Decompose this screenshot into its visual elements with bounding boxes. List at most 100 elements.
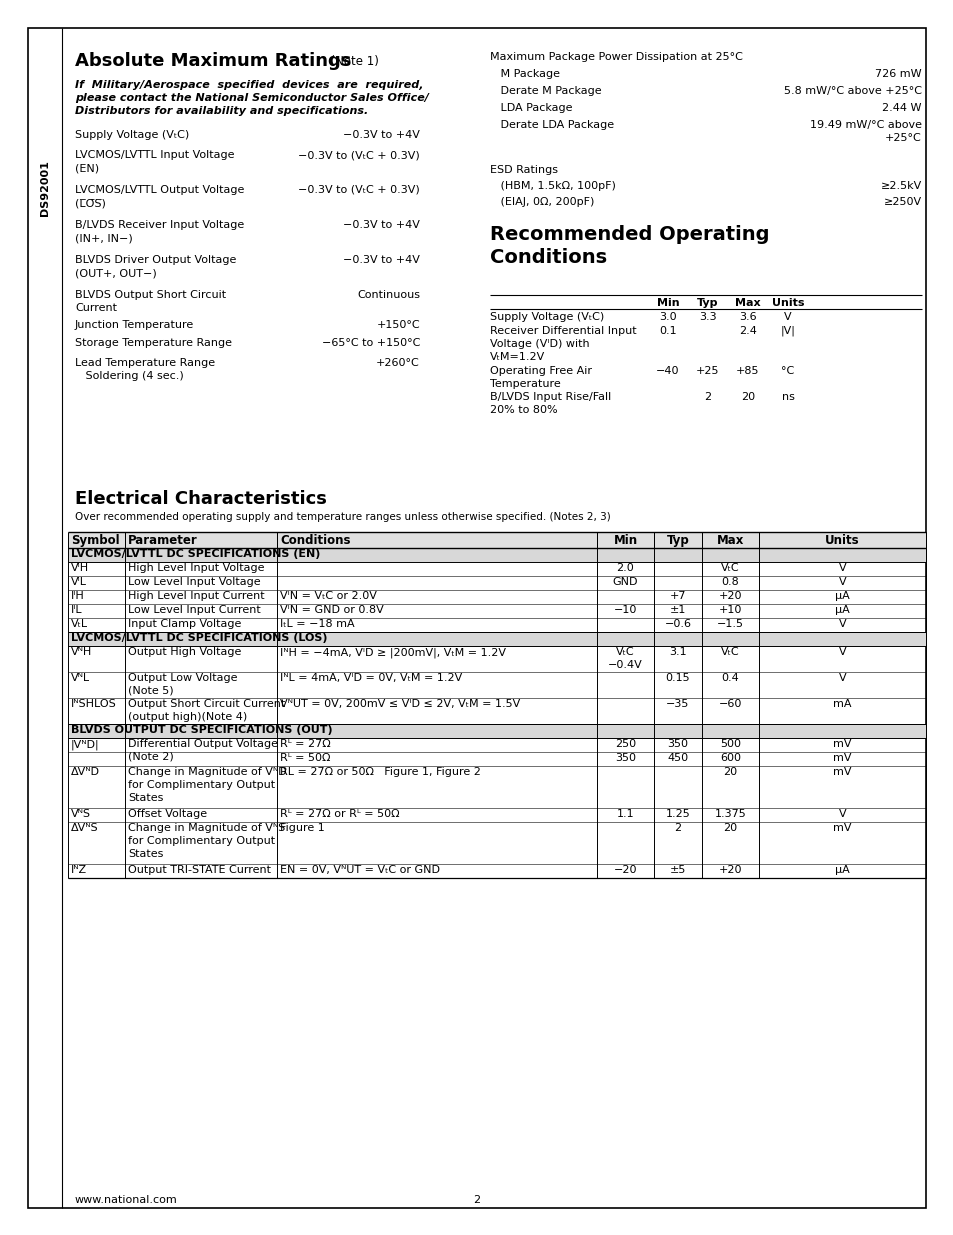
Text: Operating Free Air
Temperature: Operating Free Air Temperature [490, 366, 592, 389]
Text: ±5: ±5 [669, 864, 685, 876]
Text: 3.3: 3.3 [699, 312, 716, 322]
Text: Continuous: Continuous [356, 290, 419, 300]
Text: μA: μA [834, 864, 849, 876]
Text: ns: ns [781, 391, 794, 403]
Text: −0.3V to +4V: −0.3V to +4V [343, 130, 419, 140]
Text: +20: +20 [718, 864, 741, 876]
Text: VₜC: VₜC [720, 563, 739, 573]
Text: (EIAJ, 0Ω, 200pF): (EIAJ, 0Ω, 200pF) [490, 198, 594, 207]
Text: V: V [783, 312, 791, 322]
Text: −1.5: −1.5 [717, 619, 743, 629]
Text: Over recommended operating supply and temperature ranges unless otherwise specif: Over recommended operating supply and te… [75, 513, 610, 522]
Text: 3.6: 3.6 [739, 312, 756, 322]
Text: Derate M Package: Derate M Package [490, 86, 601, 96]
Text: Output Short Circuit Current
(output high)(Note 4): Output Short Circuit Current (output hig… [128, 699, 285, 721]
Text: +10: +10 [718, 605, 741, 615]
Text: 20: 20 [722, 823, 737, 832]
Text: Receiver Differential Input
Voltage (VᴵD) with
VₜM=1.2V: Receiver Differential Input Voltage (VᴵD… [490, 326, 636, 362]
Text: −65°C to +150°C: −65°C to +150°C [321, 338, 419, 348]
Text: (HBM, 1.5kΩ, 100pF): (HBM, 1.5kΩ, 100pF) [490, 182, 616, 191]
Text: Recommended Operating
Conditions: Recommended Operating Conditions [490, 225, 769, 267]
Text: Max: Max [735, 298, 760, 308]
Text: VᴵL: VᴵL [71, 577, 87, 587]
Text: LVCMOS/LVTTL Input Voltage
(EN): LVCMOS/LVTTL Input Voltage (EN) [75, 149, 234, 173]
Text: IᴺL = 4mA, VᴵD = 0V, VₜM = 1.2V: IᴺL = 4mA, VᴵD = 0V, VₜM = 1.2V [280, 673, 462, 683]
Text: °C: °C [781, 366, 794, 375]
Text: V: V [838, 673, 845, 683]
Text: +85: +85 [736, 366, 759, 375]
Text: mV: mV [832, 823, 851, 832]
Text: BLVDS OUTPUT DC SPECIFICATIONS (OUT): BLVDS OUTPUT DC SPECIFICATIONS (OUT) [71, 725, 333, 735]
Text: +25: +25 [696, 366, 719, 375]
Text: Max: Max [716, 534, 743, 547]
Text: 2.44 W: 2.44 W [882, 103, 921, 112]
Text: VᴺUT = 0V, 200mV ≤ VᴵD ≤ 2V, VₜM = 1.5V: VᴺUT = 0V, 200mV ≤ VᴵD ≤ 2V, VₜM = 1.5V [280, 699, 519, 709]
Text: Typ: Typ [666, 534, 689, 547]
Bar [68, 548, 925, 562]
Text: V: V [838, 619, 845, 629]
Text: ±1: ±1 [669, 605, 685, 615]
Text: Parameter: Parameter [128, 534, 197, 547]
Text: Offset Voltage: Offset Voltage [128, 809, 207, 819]
Text: Rᴸ = 50Ω: Rᴸ = 50Ω [280, 753, 330, 763]
Text: 0.4: 0.4 [720, 673, 739, 683]
Text: mV: mV [832, 739, 851, 748]
Text: +7: +7 [669, 592, 685, 601]
Text: Output Low Voltage
(Note 5): Output Low Voltage (Note 5) [128, 673, 237, 695]
Text: Derate LDA Package: Derate LDA Package [490, 120, 614, 130]
Text: −20: −20 [613, 864, 637, 876]
Text: 3.1: 3.1 [668, 647, 686, 657]
Text: IᴺZ: IᴺZ [71, 864, 87, 876]
Text: −40: −40 [656, 366, 679, 375]
Text: ≥2.5kV: ≥2.5kV [880, 182, 921, 191]
Text: 2: 2 [703, 391, 711, 403]
Text: Junction Temperature: Junction Temperature [75, 320, 194, 330]
Text: Min: Min [613, 534, 637, 547]
Text: μA: μA [834, 592, 849, 601]
Text: Lead Temperature Range
   Soldering (4 sec.): Lead Temperature Range Soldering (4 sec.… [75, 358, 214, 382]
Text: (Note 1): (Note 1) [323, 56, 378, 68]
Text: IᴵH: IᴵH [71, 592, 85, 601]
Text: μA: μA [834, 605, 849, 615]
Text: 450: 450 [667, 753, 688, 763]
Text: LVCMOS/LVTTL DC SPECIFICATIONS (LOS): LVCMOS/LVTTL DC SPECIFICATIONS (LOS) [71, 634, 327, 643]
Text: 19.49 mW/°C above
+25°C: 19.49 mW/°C above +25°C [809, 120, 921, 143]
Text: −0.3V to (VₜC + 0.3V): −0.3V to (VₜC + 0.3V) [298, 149, 419, 161]
Text: IᴵL: IᴵL [71, 605, 83, 615]
Text: 0.15: 0.15 [665, 673, 690, 683]
Text: Figure 1: Figure 1 [280, 823, 324, 832]
Text: mV: mV [832, 767, 851, 777]
Text: mA: mA [832, 699, 851, 709]
Text: Units: Units [824, 534, 859, 547]
Text: BLVDS Driver Output Voltage
(OUT+, OUT−): BLVDS Driver Output Voltage (OUT+, OUT−) [75, 254, 236, 278]
Text: Conditions: Conditions [280, 534, 350, 547]
Text: −35: −35 [665, 699, 689, 709]
Text: −0.3V to (VₜC + 0.3V): −0.3V to (VₜC + 0.3V) [298, 185, 419, 195]
Text: V: V [838, 809, 845, 819]
Text: Maximum Package Power Dissipation at 25°C: Maximum Package Power Dissipation at 25°… [490, 52, 742, 62]
Text: www.national.com: www.national.com [75, 1195, 177, 1205]
Text: Low Level Input Voltage: Low Level Input Voltage [128, 577, 260, 587]
Text: 2.4: 2.4 [739, 326, 756, 336]
Text: −0.6: −0.6 [664, 619, 691, 629]
Text: V: V [838, 647, 845, 657]
Text: Low Level Input Current: Low Level Input Current [128, 605, 260, 615]
Text: 2.0: 2.0 [616, 563, 634, 573]
Text: VₜC: VₜC [720, 647, 739, 657]
Text: IᴺH = −4mA, VᴵD ≥ |200mV|, VₜM = 1.2V: IᴺH = −4mA, VᴵD ≥ |200mV|, VₜM = 1.2V [280, 647, 505, 657]
Text: VᴵN = VₜC or 2.0V: VᴵN = VₜC or 2.0V [280, 592, 376, 601]
Text: 2: 2 [473, 1195, 480, 1205]
Text: VₜL: VₜL [71, 619, 88, 629]
Text: Supply Voltage (VₜC): Supply Voltage (VₜC) [75, 130, 189, 140]
Text: 500: 500 [720, 739, 740, 748]
Text: If  Military/Aerospace  specified  devices  are  required,
please contact the Na: If Military/Aerospace specified devices … [75, 80, 429, 116]
Text: M Package: M Package [490, 69, 559, 79]
Text: +150°C: +150°C [376, 320, 419, 330]
Text: 20: 20 [722, 767, 737, 777]
Text: VₜC
−0.4V: VₜC −0.4V [607, 647, 642, 669]
Text: Rᴸ = 27Ω or Rᴸ = 50Ω: Rᴸ = 27Ω or Rᴸ = 50Ω [280, 809, 399, 819]
Text: 726 mW: 726 mW [875, 69, 921, 79]
Text: +20: +20 [718, 592, 741, 601]
Text: Min: Min [656, 298, 679, 308]
Text: Absolute Maximum Ratings: Absolute Maximum Ratings [75, 52, 351, 70]
